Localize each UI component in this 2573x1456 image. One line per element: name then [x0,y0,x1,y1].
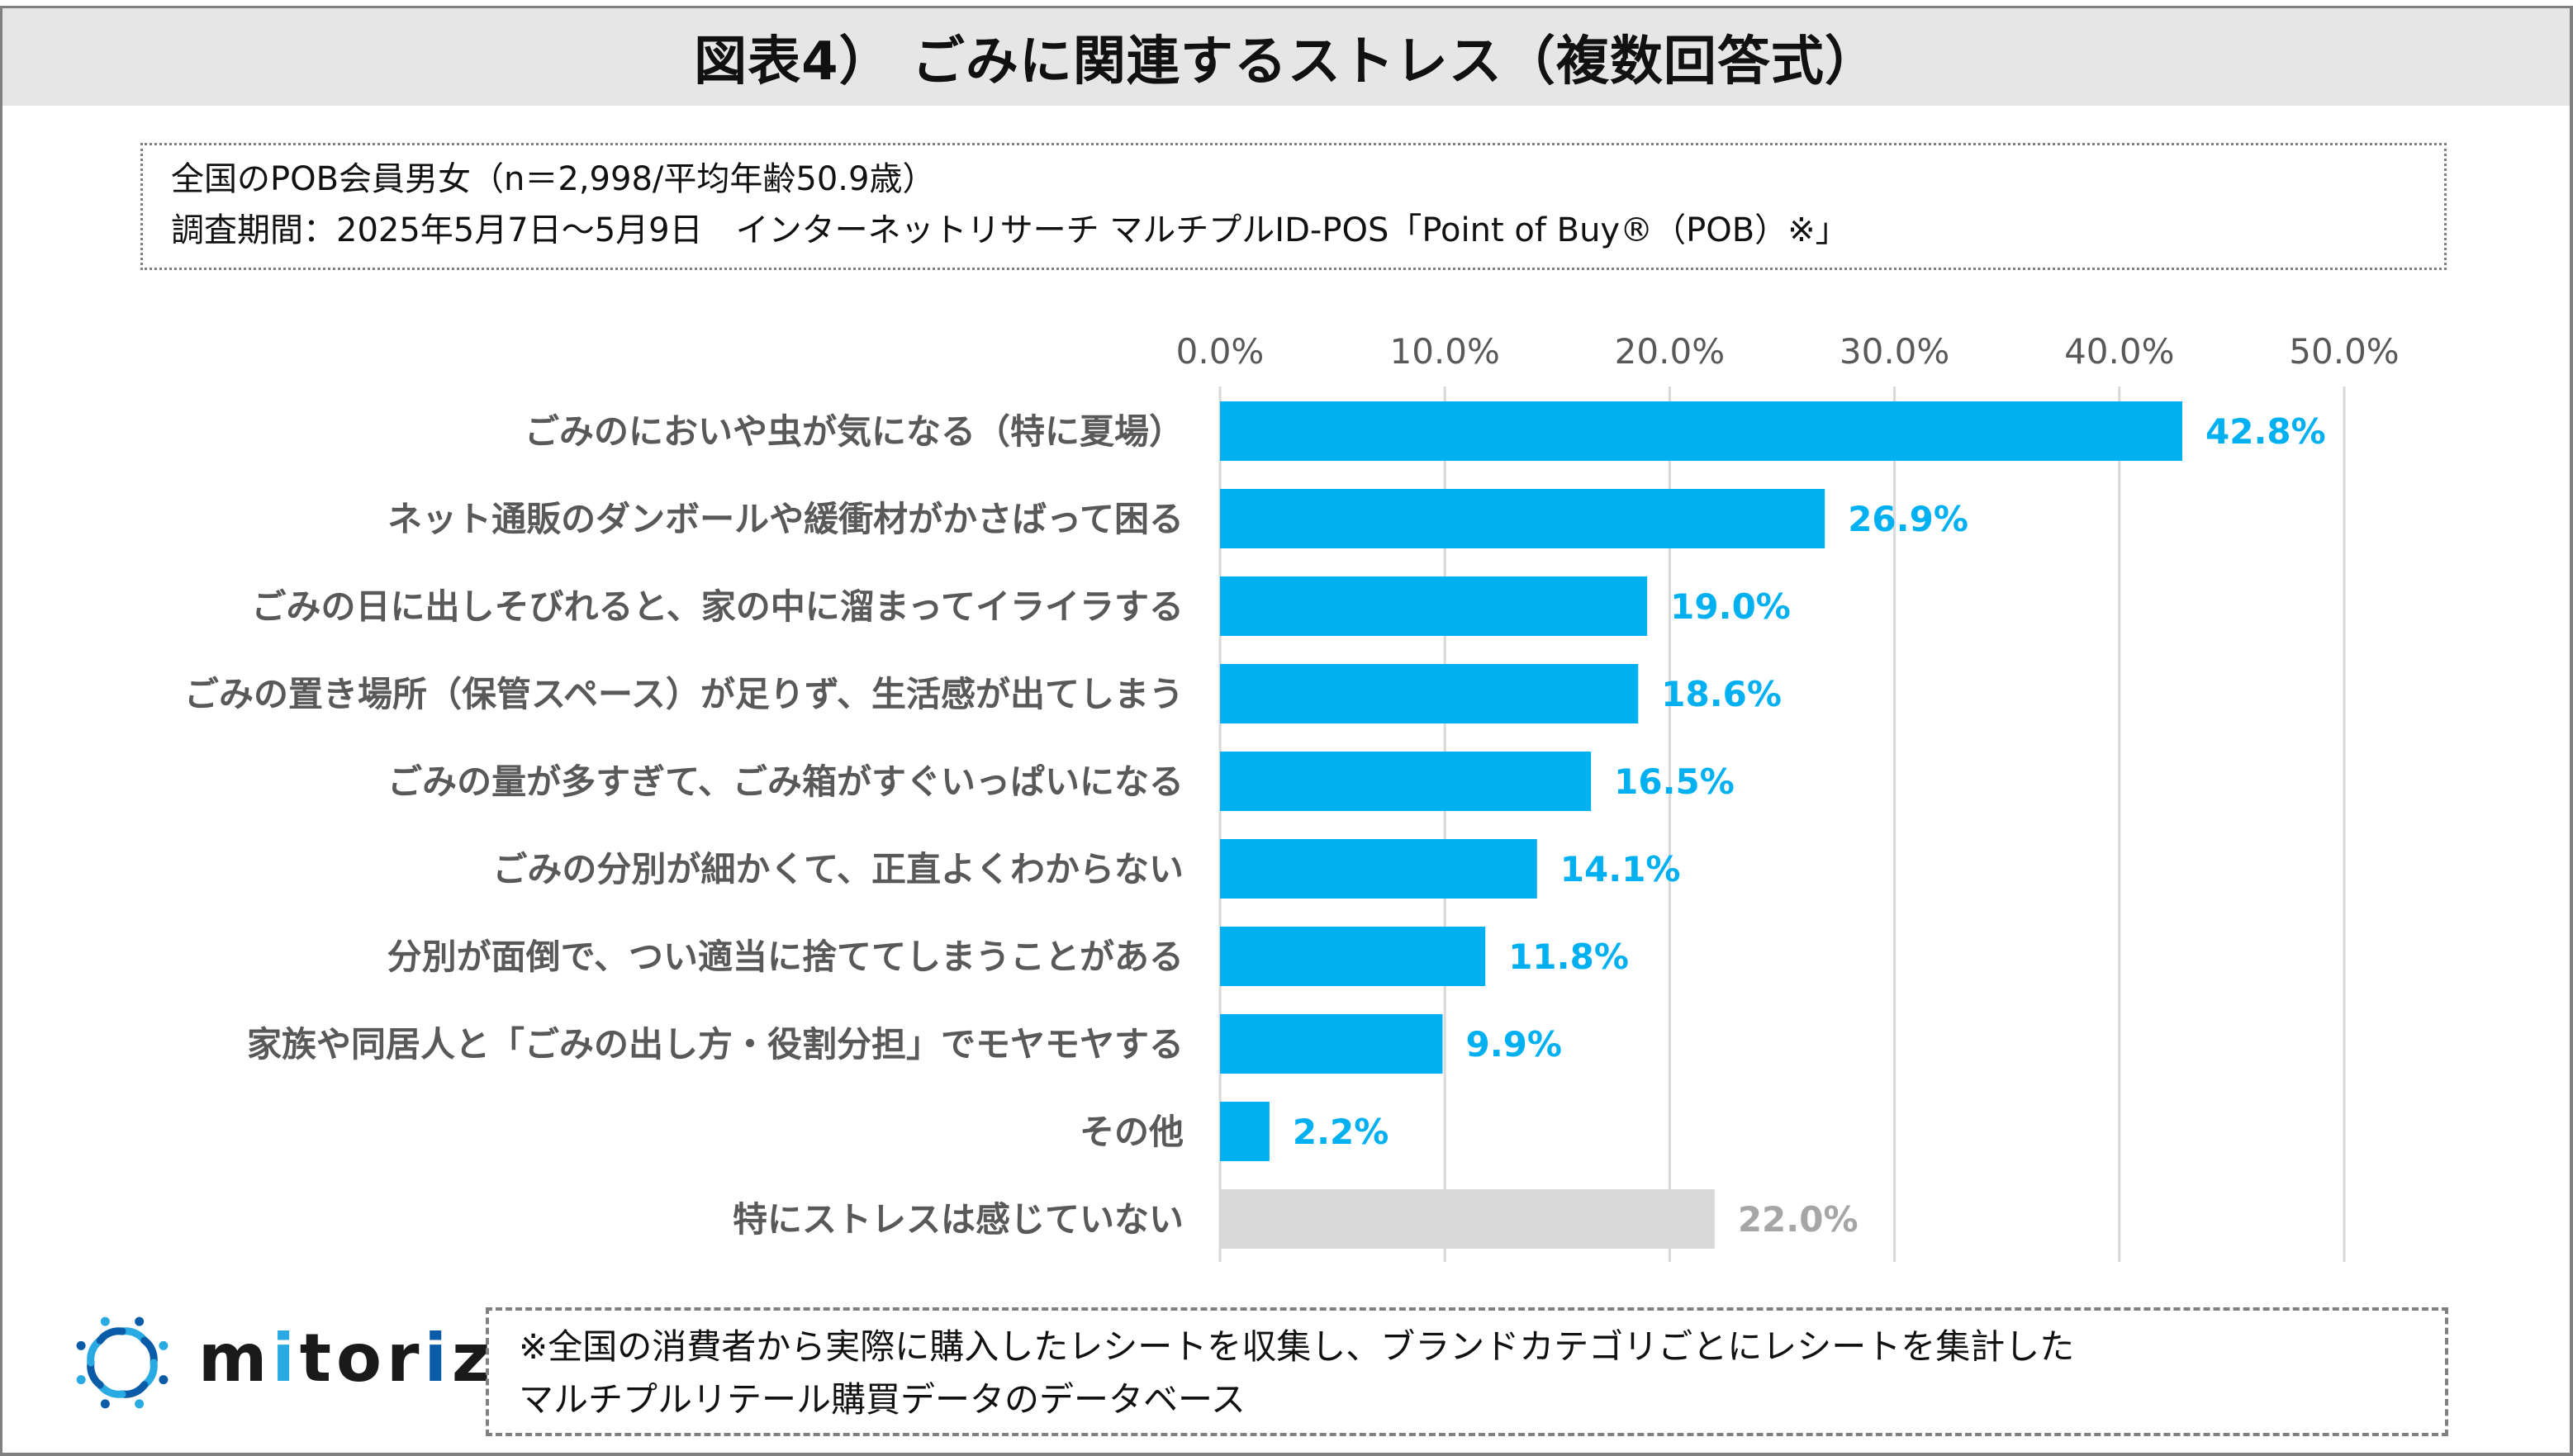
category-label: ごみの置き場所（保管スペース）が足りず、生活感が出てしまう [184,674,1184,714]
bar [1220,1189,1715,1249]
value-labels: 42.8% 26.9% 19.0% 18.6% 16.5% 14.1% 11.8% 9.9% 2… [1293,411,2326,1240]
value-label: 19.0% [1670,586,1791,627]
title-band: 図表4） ごみに関連するストレス（複数回答式） [2,8,2570,106]
value-label: 16.5% [1614,761,1735,802]
bar [1220,489,1825,548]
bar [1220,839,1537,899]
value-label: 9.9% [1465,1024,1561,1065]
category-label: 分別が面倒で、つい適当に捨ててしまうことがある [387,937,1184,977]
survey-period-info: 調査期間：2025年5月7日～5月9日 インターネットリサーチ マルチプルID-… [171,211,1849,249]
logo-arc [96,1327,126,1345]
value-label: 2.2% [1293,1112,1389,1152]
bar [1220,1102,1270,1161]
category-label: その他 [1080,1112,1184,1152]
logo-letter: i [272,1320,300,1397]
category-label: ネット通販のダンボールや緩衝材がかさばって困る [387,499,1184,539]
logo-dot [159,1340,169,1350]
x-axis-ticks: 0.0% 10.0% 20.0% 30.0% 40.0% 50.0% [1176,331,2400,372]
logo-letter: i [424,1320,452,1397]
bar [1220,664,1639,723]
category-label: 特にストレスは感じていない [733,1199,1184,1240]
value-label: 14.1% [1560,849,1681,889]
category-labels: ごみのにおいや虫が気になる（特に夏場） ネット通販のダンボールや緩衝材がかさばって… [184,411,1184,1240]
value-label: 18.6% [1661,674,1782,714]
bar [1220,927,1486,986]
logo-dot [100,1316,110,1326]
mitoriz-logo: mitoriz [58,1305,490,1429]
category-label: 家族や同居人と「ごみの出し方・役割分担」でモヤモヤする [247,1024,1184,1065]
x-tick-label: 30.0% [1840,331,1949,372]
bars [1220,401,2183,1249]
bar [1220,401,2183,461]
logo-dot [135,1399,145,1409]
footnote-line-1: ※全国の消費者から実際に購入したレシートを収集し、ブランドカテゴリごとにレシート… [519,1326,2075,1367]
logo-letter: o [336,1320,387,1397]
mitoriz-logo-mark-icon [76,1316,169,1409]
logo-letter: m [198,1320,273,1397]
value-label: 42.8% [2205,411,2326,452]
x-tick-label: 40.0% [2064,331,2174,372]
chart-title: 図表4） ごみに関連するストレス（複数回答式） [694,31,1878,92]
gridlines [1218,387,2346,1262]
value-label: 26.9% [1848,499,1968,539]
logo-letter: t [299,1320,337,1397]
logo-dot [76,1375,86,1385]
category-label: ごみの量が多すぎて、ごみ箱がすぐいっぱいになる [387,761,1184,802]
footnote-box: ※全国の消費者から実際に購入したレシートを収集し、ブランドカテゴリごとにレシート… [486,1307,2448,1436]
bar [1220,1014,1443,1074]
logo-wordmark: mitoriz [198,1320,495,1397]
bar [1220,576,1648,636]
x-tick-label: 50.0% [2289,331,2399,372]
logo-dot [159,1375,169,1385]
logo-letter: z [451,1320,496,1397]
logo-letter: r [387,1320,425,1397]
logo-dot [76,1340,86,1350]
category-label: ごみの日に出しそびれると、家の中に溜まってイライラする [251,586,1184,627]
logo-dot [135,1316,145,1326]
survey-info-box: 全国のPOB会員男女（n＝2,998/平均年齢50.9歳） 調査期間：2025年… [140,143,2447,270]
x-tick-label: 0.0% [1176,331,1265,372]
value-label: 11.8% [1508,937,1629,977]
logo-wordmark-text: mitoriz [198,1320,495,1397]
x-tick-label: 10.0% [1389,331,1499,372]
value-label: 22.0% [1738,1199,1859,1240]
survey-sample-info: 全国のPOB会員男女（n＝2,998/平均年齢50.9歳） [171,160,936,198]
category-label: ごみの分別が細かくて、正直よくわからない [492,849,1184,889]
x-tick-label: 20.0% [1615,331,1725,372]
category-label: ごみのにおいや虫が気になる（特に夏場） [525,411,1184,452]
logo-dot [100,1399,110,1409]
bar [1220,752,1592,811]
footnote-line-2: マルチプルリテール購買データのデータベース [519,1379,1246,1420]
